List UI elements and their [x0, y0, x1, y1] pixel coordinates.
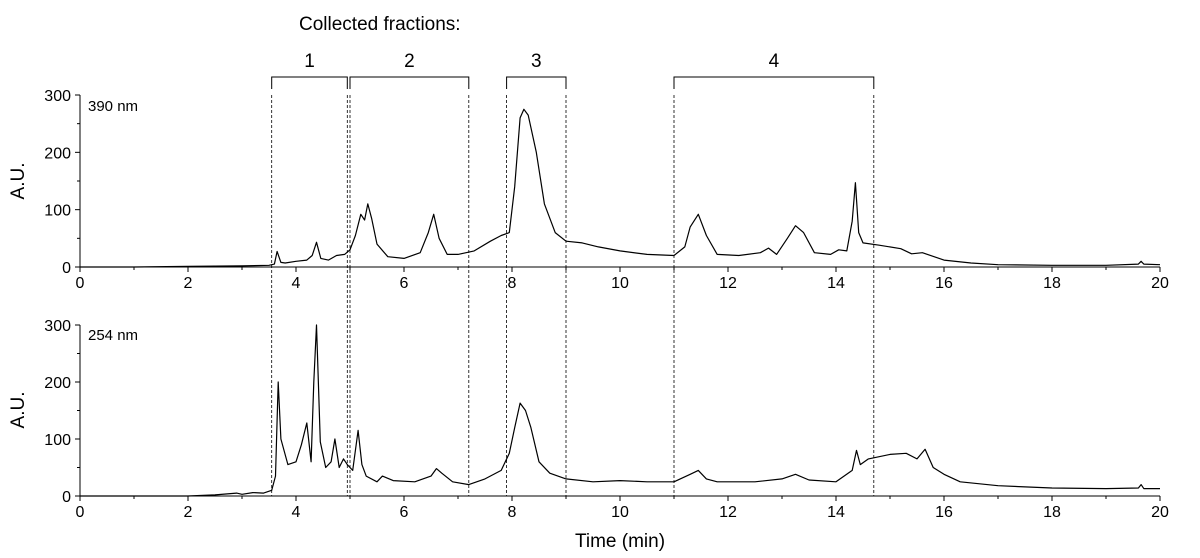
panel-390nm-trace [80, 108, 1161, 268]
panel-390nm-x-tick-label: 12 [719, 275, 737, 292]
panel-254nm-x-tick-label: 6 [400, 504, 409, 521]
panel-390nm-x-tick-label: 4 [292, 275, 301, 292]
panel-254nm: 254 nm A.U. 0 100 200 300 0 2 4 6 8 10 12 14 16 18 20 [8, 318, 1169, 521]
panel-390nm-x-tick-label: 2 [184, 275, 193, 292]
panel-390nm-x-tick-label: 10 [611, 275, 629, 292]
panel-390nm: 390 nm A.U. 0 100 200 300 0 2 4 6 8 10 12 14 16 18 20 [8, 88, 1169, 292]
fraction-bracket [349, 76, 470, 89]
panel-390nm-x-tick-label: 0 [76, 275, 85, 292]
panel-390nm-annotation: 390 nm [88, 98, 138, 115]
panel-390nm-x-tick-label: 18 [1043, 275, 1061, 292]
fraction-label: 3 [531, 51, 542, 72]
panel-254nm-x-tick-label: 14 [827, 504, 845, 521]
panel-390nm-x-tick-label: 8 [508, 275, 517, 292]
panel-254nm-x-tick-label: 20 [1151, 504, 1169, 521]
panel-254nm-y-tick-label: 300 [44, 318, 71, 335]
panel-390nm-y-tick-label: 0 [62, 260, 71, 277]
fraction-label: 4 [769, 51, 780, 72]
panel-254nm-x-tick-label: 4 [292, 504, 301, 521]
panel-254nm-x-tick-label: 8 [508, 504, 517, 521]
panel-390nm-x-tick-label: 20 [1151, 275, 1169, 292]
panel-254nm-y-tick-label: 100 [44, 432, 71, 449]
fraction-bracket [673, 76, 875, 89]
panel-390nm-ylabel: A.U. [8, 163, 29, 200]
panel-390nm-y-tick-label: 300 [44, 88, 71, 105]
panel-390nm-x-tick-label: 6 [400, 275, 409, 292]
panel-390nm-y-tick-label: 100 [44, 203, 71, 220]
panel-254nm-x-tick-label: 10 [611, 504, 629, 521]
panel-254nm-ylabel: A.U. [8, 392, 29, 429]
panel-390nm-y-tick-label: 200 [44, 145, 71, 162]
panel-254nm-y-tick-label: 0 [62, 489, 71, 506]
panel-254nm-y-tick-label: 200 [44, 375, 71, 392]
panel-254nm-trace [80, 324, 1160, 497]
panel-254nm-x-tick-label: 2 [184, 504, 193, 521]
panel-254nm-annotation: 254 nm [88, 327, 138, 344]
fraction-bracket [271, 76, 348, 89]
panel-390nm-x-tick-label: 14 [827, 275, 845, 292]
fraction-label: 2 [404, 51, 415, 72]
fractions-heading: Collected fractions: [299, 14, 461, 35]
panel-254nm-x-tick-label: 16 [935, 504, 953, 521]
x-axis-label: Time (min) [575, 531, 665, 552]
panel-254nm-x-tick-label: 12 [719, 504, 737, 521]
panel-254nm-x-tick-label: 18 [1043, 504, 1061, 521]
fraction-label: 1 [304, 51, 315, 72]
panel-254nm-x-tick-label: 0 [76, 504, 85, 521]
fraction-bracket [506, 76, 567, 89]
panel-390nm-x-tick-label: 16 [935, 275, 953, 292]
